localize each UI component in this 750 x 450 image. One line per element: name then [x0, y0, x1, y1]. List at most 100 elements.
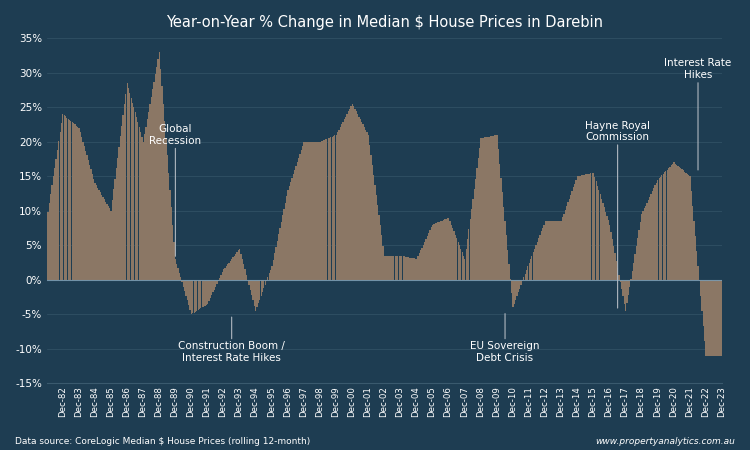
Bar [482, 138, 483, 280]
Bar [391, 256, 392, 280]
Bar [96, 185, 97, 280]
Bar [173, 242, 175, 280]
Bar [687, 174, 688, 280]
Bar [594, 177, 596, 280]
Bar [480, 138, 482, 280]
Bar [285, 202, 286, 280]
Bar [223, 270, 224, 280]
Bar [255, 280, 257, 311]
Bar [405, 257, 406, 280]
Bar [446, 219, 447, 280]
Bar [369, 145, 370, 280]
Bar [71, 122, 73, 280]
Bar [304, 142, 306, 280]
Bar [451, 225, 452, 280]
Bar [180, 278, 182, 280]
Bar [498, 149, 499, 280]
Bar [103, 197, 104, 280]
Bar [314, 142, 316, 280]
Bar [608, 220, 609, 280]
Bar [503, 207, 504, 280]
Bar [437, 222, 439, 280]
Bar [672, 164, 674, 280]
Bar [86, 156, 88, 280]
Bar [196, 280, 197, 311]
Bar [349, 109, 350, 280]
Bar [297, 162, 298, 280]
Bar [539, 235, 541, 280]
Bar [429, 230, 430, 280]
Bar [677, 166, 679, 280]
Bar [550, 221, 551, 280]
Bar [250, 280, 251, 290]
Bar [592, 173, 594, 280]
Bar [519, 280, 520, 289]
Bar [473, 189, 475, 280]
Bar [467, 239, 468, 280]
Bar [280, 222, 282, 280]
Bar [669, 166, 670, 280]
Bar [502, 192, 503, 280]
Bar [577, 176, 578, 280]
Bar [142, 142, 144, 280]
Bar [266, 280, 267, 281]
Bar [93, 179, 94, 280]
Bar [566, 206, 567, 280]
Bar [361, 122, 362, 280]
Bar [546, 221, 548, 280]
Bar [353, 106, 354, 280]
Bar [646, 202, 648, 280]
Bar [624, 280, 625, 304]
Bar [199, 280, 200, 309]
Bar [256, 280, 258, 307]
Bar [74, 124, 76, 280]
Bar [611, 239, 613, 280]
Bar [689, 176, 691, 280]
Bar [512, 280, 514, 307]
Bar [164, 121, 165, 280]
Bar [124, 104, 125, 280]
Bar [461, 252, 463, 280]
Bar [184, 280, 185, 291]
Bar [520, 280, 522, 285]
Bar [272, 260, 274, 280]
Bar [234, 256, 235, 280]
Bar [118, 147, 120, 280]
Bar [241, 254, 242, 280]
Bar [393, 256, 394, 280]
Bar [263, 280, 265, 288]
Bar [188, 280, 190, 305]
Bar [94, 183, 95, 280]
Bar [128, 88, 129, 280]
Bar [309, 142, 310, 280]
Bar [388, 256, 389, 280]
Bar [616, 261, 617, 280]
Text: Global
Recession: Global Recession [149, 124, 202, 256]
Bar [294, 170, 296, 280]
Bar [335, 135, 337, 280]
Bar [230, 261, 231, 280]
Bar [454, 235, 456, 280]
Bar [531, 256, 532, 280]
Text: www.propertyanalytics.com.au: www.propertyanalytics.com.au [596, 436, 735, 446]
Bar [582, 175, 584, 280]
Bar [427, 236, 428, 280]
Bar [495, 135, 496, 280]
Bar [379, 216, 380, 280]
Bar [586, 174, 587, 280]
Bar [400, 256, 401, 280]
Bar [89, 165, 90, 280]
Bar [149, 104, 151, 280]
Bar [655, 185, 656, 280]
Bar [183, 280, 184, 287]
Bar [601, 198, 602, 280]
Bar [626, 280, 628, 303]
Bar [634, 254, 636, 280]
Bar [543, 225, 544, 280]
Bar [491, 136, 492, 280]
Bar [83, 146, 85, 280]
Bar [134, 112, 136, 280]
Bar [392, 256, 393, 280]
Bar [216, 280, 217, 284]
Bar [496, 135, 498, 280]
